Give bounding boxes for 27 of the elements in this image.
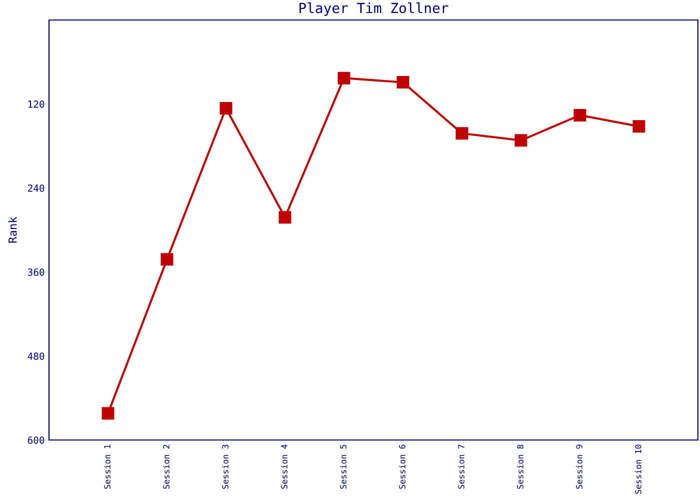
point (574, 108, 586, 122)
chart-title: Player Tim Zollner (300, 2, 448, 16)
y-tick-label: 120 (28, 100, 44, 108)
y-axis-title: Rank (8, 216, 17, 243)
point (278, 211, 292, 224)
y-tick-label: 240 (28, 184, 44, 192)
x-tick-label: Session 9 (576, 444, 582, 489)
x-tick-label: Session 8 (516, 444, 524, 489)
x-tick-label: Session 3 (222, 444, 228, 489)
x-tick-label: Session 5 (340, 444, 346, 489)
point (102, 407, 114, 420)
x-tick-label: Session 2 (162, 444, 170, 489)
y-tick-label: 360 (28, 268, 44, 276)
point (160, 253, 174, 266)
point (514, 134, 528, 147)
y-tick-label: 480 (28, 352, 44, 360)
x-tick-label: Session 4 (280, 444, 288, 489)
x-tick-label: Session 6 (398, 444, 406, 489)
point (396, 76, 410, 89)
point (338, 72, 350, 84)
point (632, 120, 646, 133)
y-tick-label: 600 (28, 436, 44, 444)
x-tick-label: Session 10 (634, 444, 642, 494)
x-tick-label: Session 1 (104, 444, 110, 489)
point (220, 102, 232, 114)
point (456, 127, 468, 140)
x-tick-label: Session 7 (458, 444, 464, 489)
